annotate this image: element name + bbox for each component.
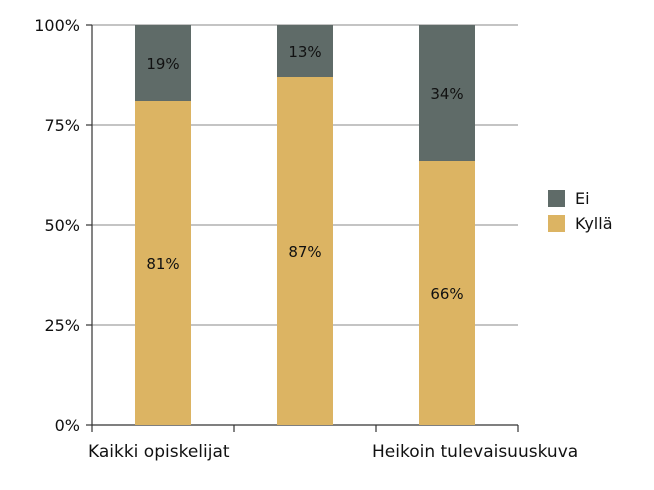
bar-segment-kyllä xyxy=(277,77,333,425)
y-tick-label: 100% xyxy=(34,16,80,35)
y-tick-label: 50% xyxy=(44,216,80,235)
y-tick-label: 75% xyxy=(44,116,80,135)
bar-segment-ei xyxy=(277,25,333,77)
legend-swatch-ei xyxy=(548,190,565,207)
y-tick-label: 25% xyxy=(44,316,80,335)
data-labels: 81% 19% 87% 13% 66% 34% xyxy=(146,43,463,303)
bar-segment-kyllä xyxy=(135,101,191,425)
bar-segment-kyllä xyxy=(419,161,475,425)
legend: Ei Kyllä xyxy=(548,189,613,233)
data-label: 19% xyxy=(146,55,179,73)
y-tick-labels: 0% 25% 50% 75% 100% xyxy=(34,16,80,435)
bars xyxy=(135,25,475,425)
data-label: 34% xyxy=(430,85,463,103)
legend-swatch-kyllä xyxy=(548,215,565,232)
y-tick-label: 0% xyxy=(55,416,80,435)
data-label: 87% xyxy=(288,243,321,261)
legend-label-ei: Ei xyxy=(575,189,590,208)
bar-segment-ei xyxy=(135,25,191,101)
bar-segment-ei xyxy=(419,25,475,161)
x-category-label: Kaikki opiskelijat xyxy=(88,442,230,462)
legend-label-kyllä: Kyllä xyxy=(575,214,613,233)
data-label: 13% xyxy=(288,43,321,61)
data-label: 81% xyxy=(146,255,179,273)
x-tick-labels: Kaikki opiskelijat Heikoin tulevaisuuskuv… xyxy=(88,442,578,462)
data-label: 66% xyxy=(430,285,463,303)
x-category-label: Heikoin tulevaisuuskuva xyxy=(372,442,578,462)
